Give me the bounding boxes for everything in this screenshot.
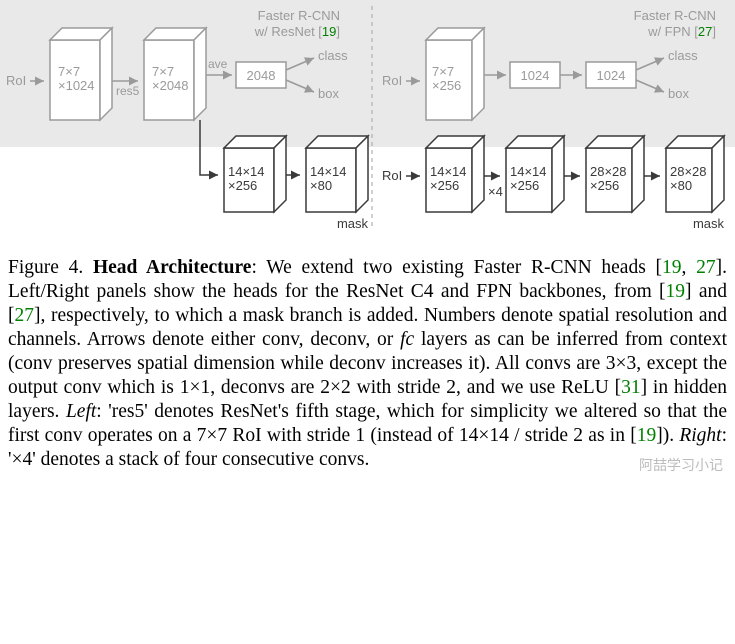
- arrow-right-class: [636, 58, 664, 70]
- arrow-left-mask-branch: [200, 120, 218, 175]
- title-right-line1: Faster R-CNN: [634, 8, 716, 23]
- mask-left-label: mask: [337, 216, 369, 231]
- figure-4: Faster R-CNN w/ ResNet [19] RoI 7×7×1024…: [0, 0, 735, 480]
- diagram: Faster R-CNN w/ ResNet [19] RoI 7×7×1024…: [0, 0, 735, 250]
- watermark: 阿喆学习小记: [639, 457, 723, 474]
- para-left-2: 7×7×2048: [144, 28, 206, 120]
- para-right-1: 7×7×256: [426, 28, 484, 120]
- caption-bold: Head Architecture: [93, 257, 251, 278]
- caption-r2: 27: [696, 257, 716, 278]
- roi-right-lower: RoI: [382, 168, 402, 183]
- class-left-label: class: [318, 48, 348, 63]
- arrow-left-box: [286, 80, 314, 92]
- caption-r1: 19: [662, 257, 682, 278]
- para-left-3: 14×14×256: [224, 136, 286, 212]
- class-right-label: class: [668, 48, 698, 63]
- caption-t1: : We extend two existing Faster R-CNN he…: [251, 257, 662, 278]
- caption-r6: 19: [637, 425, 657, 446]
- arrow-left-class: [286, 58, 314, 70]
- caption-left: Left: [66, 401, 96, 422]
- para-right-5: 28×28×80: [666, 136, 724, 212]
- box-right-label: box: [668, 86, 689, 101]
- caption: Figure 4. Head Architecture: We extend t…: [0, 250, 735, 480]
- title-left-line1: Faster R-CNN: [258, 8, 340, 23]
- para-right-3: 14×14×256: [506, 136, 564, 212]
- box-left-2048-label: 2048: [247, 68, 276, 83]
- caption-r5: 31: [621, 377, 641, 398]
- caption-r3: 19: [666, 281, 686, 302]
- title-left-line2: w/ ResNet [19]: [254, 24, 340, 39]
- title-right-line2: w/ FPN [27]: [647, 24, 716, 39]
- para-left-4: 14×14×80: [306, 136, 368, 212]
- para-left-1: 7×7×1024: [50, 28, 112, 120]
- caption-t2: ,: [682, 257, 697, 278]
- res5-label: res5: [116, 84, 140, 98]
- diagram-svg: Faster R-CNN w/ ResNet [19] RoI 7×7×1024…: [0, 0, 735, 250]
- caption-r4: 27: [15, 305, 35, 326]
- arrow-right-box: [636, 80, 664, 92]
- caption-right: Right: [679, 425, 721, 446]
- x4-label: ×4: [488, 184, 503, 199]
- mask-right-label: mask: [693, 216, 725, 231]
- ave-label: ave: [208, 57, 228, 71]
- box-right-1024b-label: 1024: [597, 68, 626, 83]
- roi-left-label: RoI: [6, 73, 26, 88]
- para-right-2: 14×14×256: [426, 136, 484, 212]
- roi-right-label: RoI: [382, 73, 402, 88]
- para-right-4: 28×28×256: [586, 136, 644, 212]
- caption-t9: ]).: [656, 425, 679, 446]
- caption-fc: fc: [400, 329, 414, 350]
- box-left-label: box: [318, 86, 339, 101]
- box-right-1024a-label: 1024: [521, 68, 550, 83]
- caption-t8: : 'res5' denotes ResNet's fifth stage, w…: [8, 401, 727, 446]
- caption-fig: Figure 4.: [8, 257, 93, 278]
